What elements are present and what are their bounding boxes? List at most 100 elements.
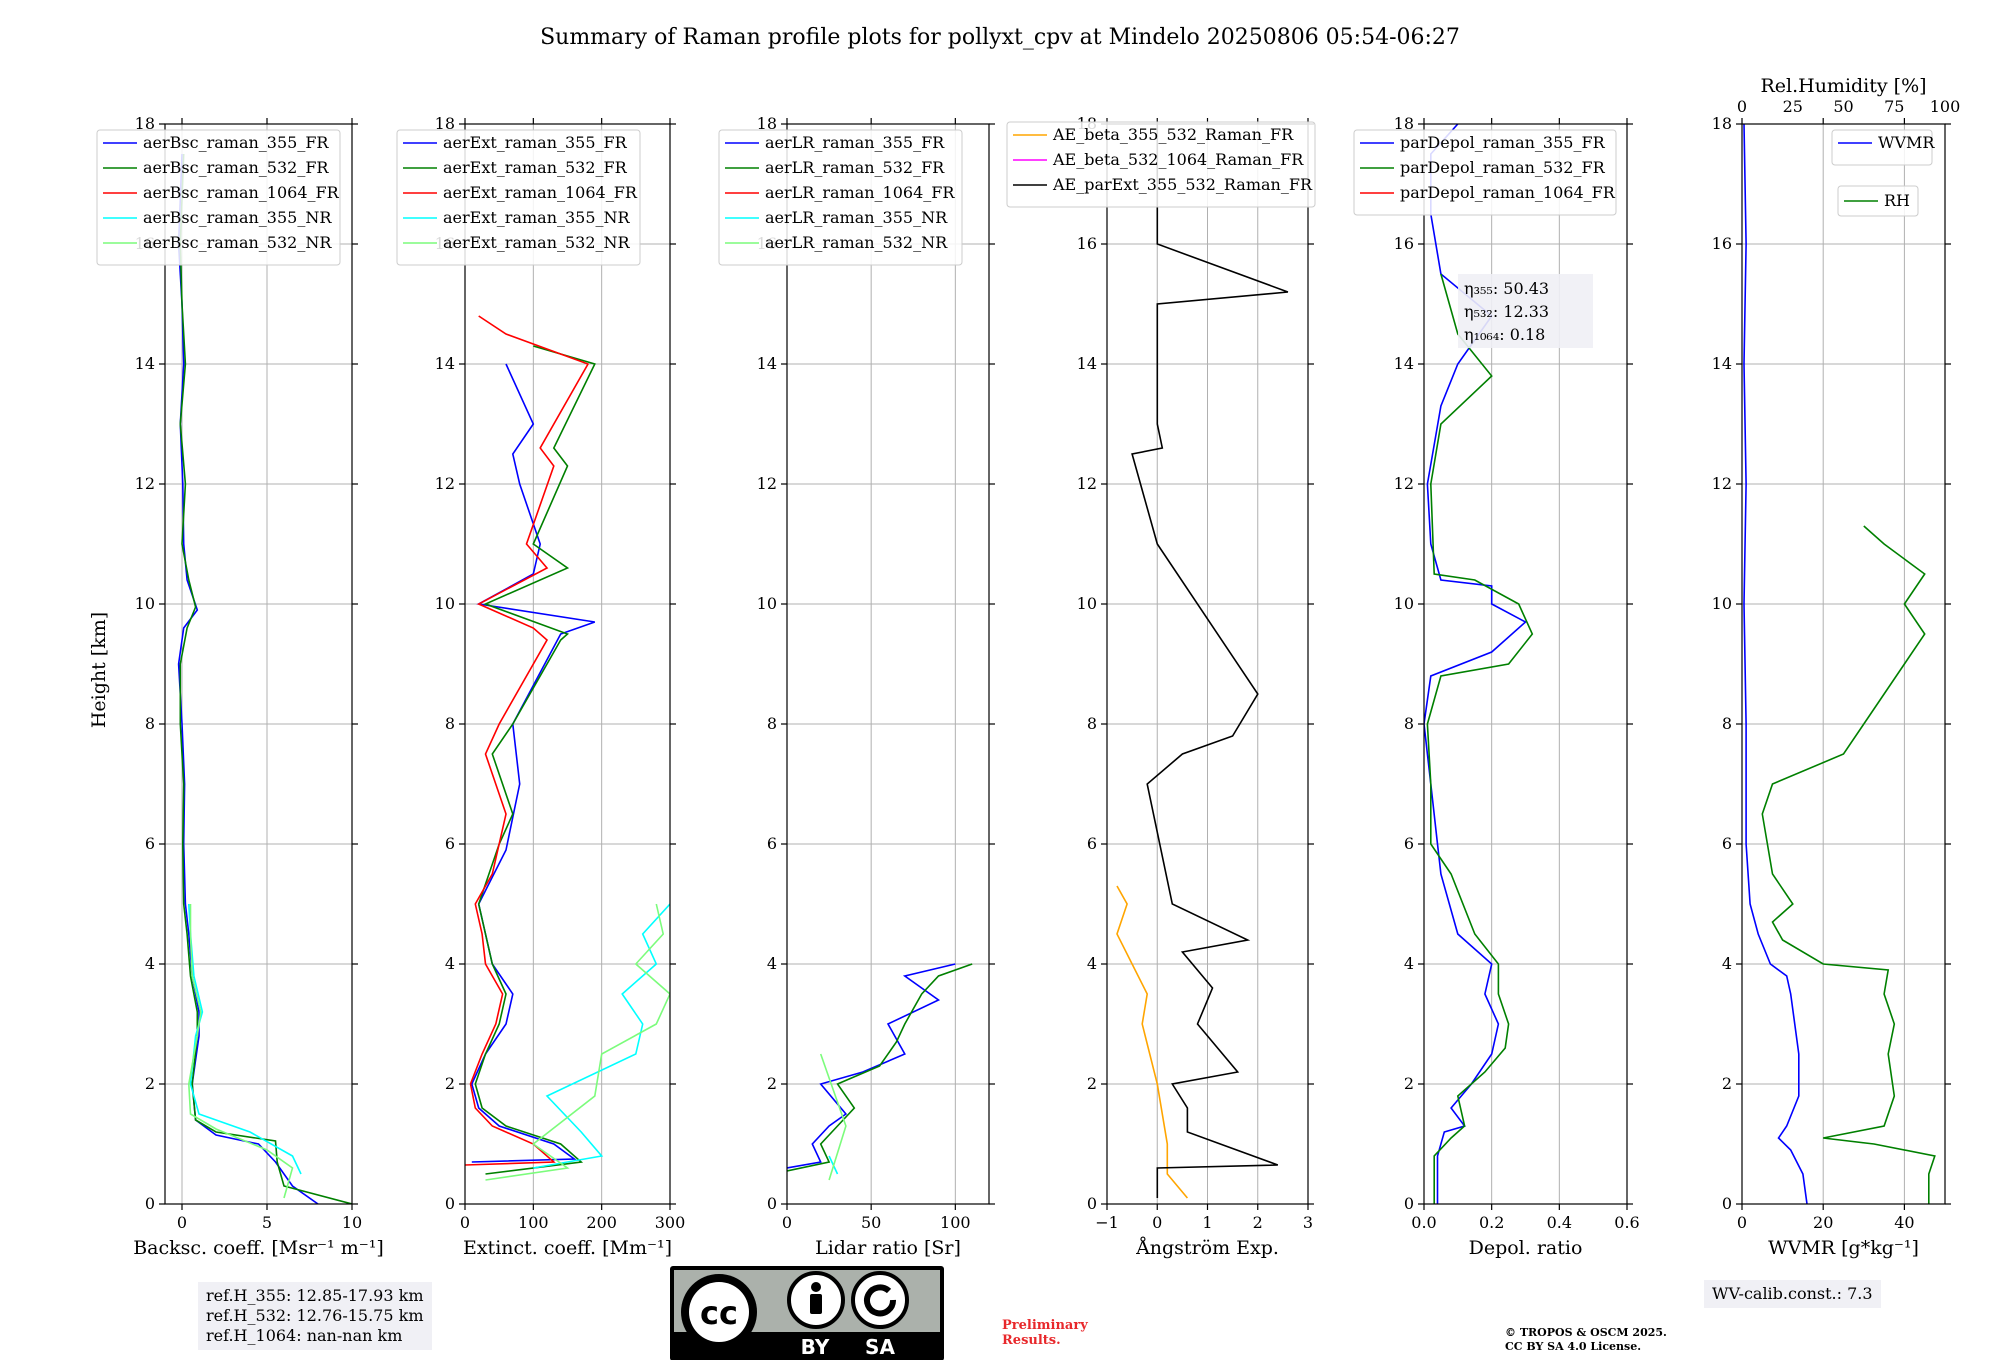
y-tick-label-bsc-1: 2 bbox=[145, 1074, 155, 1093]
x-tick-label-depol-1: 0.2 bbox=[1479, 1213, 1504, 1232]
copyright-line-2: CC BY SA 4.0 License. bbox=[1505, 1340, 1642, 1353]
legend-label-ext-2: aerExt_raman_1064_FR bbox=[443, 183, 638, 202]
legend-ae: AE_beta_355_532_Raman_FR AE_beta_532_1064… bbox=[1006, 121, 1316, 208]
legend-box-depol bbox=[1353, 129, 1617, 216]
figure-title: Summary of Raman profile plots for polly… bbox=[540, 25, 1460, 50]
y-tick-label-depol-3: 6 bbox=[1404, 834, 1414, 853]
series-aerLR_raman_355_FR bbox=[787, 963, 956, 1169]
x-axis-label-lr: Lidar ratio [Sr] bbox=[815, 1237, 961, 1259]
legend2-label: RH bbox=[1884, 191, 1910, 210]
panel-wv: 0 20 40 0 2 4 6 8 10 12 14 16 18 WVMR [g*kg⁻¹] 0 25 50 75… bbox=[1712, 75, 1961, 1259]
x-tick-label-bsc-0: 0 bbox=[177, 1213, 187, 1232]
legend-bsc: aerBsc_raman_355_FR aerBsc_raman_532_FRae… bbox=[96, 129, 341, 266]
panel-depol: 0.0 0.2 0.4 0.6 0 2 4 6 8 10 12 14 16 18 Depol. ratio p… bbox=[1353, 114, 1640, 1259]
axes-frame-bsc bbox=[164, 123, 353, 1205]
sa-icon-arc bbox=[864, 1284, 897, 1317]
series-aerLR_raman_532_NR bbox=[819, 1053, 847, 1181]
y-tick-label-wv-8: 16 bbox=[1712, 234, 1732, 253]
axes-frame-wv bbox=[1741, 123, 1946, 1205]
x-tick-label-depol-0: 0.0 bbox=[1411, 1213, 1436, 1232]
y-tick-label-bsc-6: 12 bbox=[135, 474, 155, 493]
top-tick-label-3: 75 bbox=[1884, 97, 1904, 116]
panel-bsc: 0510024681012141618Backsc. coeff. [Msr⁻¹… bbox=[96, 114, 384, 1259]
x-tick-label-ae-2: 1 bbox=[1202, 1213, 1212, 1232]
x-tick-label-ext-3: 300 bbox=[655, 1213, 686, 1232]
y-tick-label-depol-6: 12 bbox=[1394, 474, 1414, 493]
y-tick-label-ext-5: 10 bbox=[435, 594, 455, 613]
legend-wv: WVMR RH bbox=[1831, 129, 1935, 217]
y-tick-label-lr-7: 14 bbox=[757, 354, 777, 373]
y-axis-label: Height [km] bbox=[88, 612, 110, 728]
axes-frame-lr bbox=[786, 123, 990, 1205]
x-axis-label-ae: Ångström Exp. bbox=[1135, 1237, 1279, 1259]
top-axis-label: Rel.Humidity [%] bbox=[1760, 75, 1926, 97]
wv-calib-text: WV-calib.const.: 7.3 bbox=[1712, 1284, 1873, 1303]
x-tick-label-wv-2: 40 bbox=[1894, 1213, 1914, 1232]
legend-label-depol-2: parDepol_raman_1064_FR bbox=[1400, 183, 1616, 202]
y-tick-label-ae-4: 8 bbox=[1087, 714, 1097, 733]
x-tick-label-wv-0: 0 bbox=[1737, 1213, 1747, 1232]
legend-box-bsc bbox=[96, 129, 341, 266]
x-axis-label-ext: Extinct. coeff. [Mm⁻¹] bbox=[463, 1237, 672, 1259]
panel-ae: −10123024681012141618Ångström Exp.AE_bet… bbox=[1006, 114, 1316, 1259]
y-tick-label-wv-1: 2 bbox=[1722, 1074, 1732, 1093]
legend-label-lr-0: aerLR_raman_355_FR bbox=[765, 133, 945, 152]
y-tick-label-ae-1: 2 bbox=[1087, 1074, 1097, 1093]
x-tick-label-lr-2: 100 bbox=[940, 1213, 971, 1232]
legend-label-depol-0: parDepol_raman_355_FR bbox=[1400, 133, 1606, 152]
x-tick-label-depol-2: 0.4 bbox=[1547, 1213, 1572, 1232]
y-tick-label-ext-4: 8 bbox=[445, 714, 455, 733]
y-tick-label-depol-1: 2 bbox=[1404, 1074, 1414, 1093]
x-axis-label-depol: Depol. ratio bbox=[1469, 1237, 1583, 1259]
series-aerExt_raman_1064_FR bbox=[465, 315, 590, 1166]
series-aerExt_raman_532_NR bbox=[485, 903, 670, 1181]
cc-by-sa-badge: cc BY SA bbox=[670, 1266, 944, 1361]
y-tick-label-lr-9: 18 bbox=[757, 114, 777, 133]
y-tick-label-bsc-3: 6 bbox=[145, 834, 155, 853]
legend-label-lr-1: aerLR_raman_532_FR bbox=[765, 158, 945, 177]
cc-text: cc bbox=[700, 1294, 738, 1332]
y-tick-label-lr-4: 8 bbox=[767, 714, 777, 733]
y-tick-label-ae-6: 12 bbox=[1077, 474, 1097, 493]
ref-h-355: ref.H_355: 12.85-17.93 km bbox=[206, 1286, 424, 1305]
series-aerBsc_raman_355_FR bbox=[177, 153, 319, 1204]
legend-label-ae-1: AE_beta_532_1064_Raman_FR bbox=[1052, 150, 1304, 169]
x-tick-label-lr-0: 0 bbox=[782, 1213, 792, 1232]
y-tick-label-wv-7: 14 bbox=[1712, 354, 1732, 373]
preliminary-line-1: Preliminary bbox=[1002, 1318, 1088, 1333]
legend-label-lr-3: aerLR_raman_355_NR bbox=[765, 208, 948, 227]
top-tick-label-4: 100 bbox=[1930, 97, 1961, 116]
y-tick-label-bsc-7: 14 bbox=[135, 354, 155, 373]
eta-label-2: η₁₀₆₄: 0.18 bbox=[1464, 325, 1545, 344]
top-tick-label-2: 50 bbox=[1833, 97, 1853, 116]
legend-label-lr-2: aerLR_raman_1064_FR bbox=[765, 183, 955, 202]
y-tick-label-depol-4: 8 bbox=[1404, 714, 1414, 733]
by-icon-body bbox=[810, 1294, 822, 1314]
legend-label-bsc-2: aerBsc_raman_1064_FR bbox=[143, 183, 340, 202]
ref-h-1064: ref.H_1064: nan-nan km bbox=[206, 1326, 403, 1345]
top-tick-label-0: 0 bbox=[1737, 97, 1747, 116]
series-AE_parExt_355_532_Raman_FR bbox=[1131, 124, 1289, 1198]
x-tick-label-lr-1: 50 bbox=[861, 1213, 881, 1232]
series-group-ae bbox=[1116, 124, 1289, 1199]
legend-label-bsc-3: aerBsc_raman_355_NR bbox=[143, 208, 332, 227]
panel-ext: 0100200300024681012141618Extinct. coeff.… bbox=[396, 114, 686, 1259]
x-tick-label-wv-1: 20 bbox=[1813, 1213, 1833, 1232]
y-tick-label-bsc-9: 18 bbox=[135, 114, 155, 133]
x-tick-label-ext-1: 100 bbox=[518, 1213, 549, 1232]
legend-label-ext-3: aerExt_raman_355_NR bbox=[443, 208, 631, 227]
y-tick-label-depol-7: 14 bbox=[1394, 354, 1414, 373]
y-tick-label-bsc-4: 8 bbox=[145, 714, 155, 733]
cc-circle-inner bbox=[689, 1282, 749, 1342]
series-aerLR_raman_532_FR bbox=[787, 963, 973, 1172]
y-tick-label-depol-0: 0 bbox=[1404, 1194, 1414, 1213]
y-tick-label-ae-0: 0 bbox=[1087, 1194, 1097, 1213]
y-tick-label-ext-6: 12 bbox=[435, 474, 455, 493]
y-tick-label-wv-6: 12 bbox=[1712, 474, 1732, 493]
axes-frame-depol bbox=[1423, 123, 1628, 1205]
x-tick-label-ae-4: 3 bbox=[1303, 1213, 1313, 1232]
series-aerBsc_raman_355_NR bbox=[188, 903, 302, 1175]
y-tick-label-wv-0: 0 bbox=[1722, 1194, 1732, 1213]
y-tick-label-wv-5: 10 bbox=[1712, 594, 1732, 613]
